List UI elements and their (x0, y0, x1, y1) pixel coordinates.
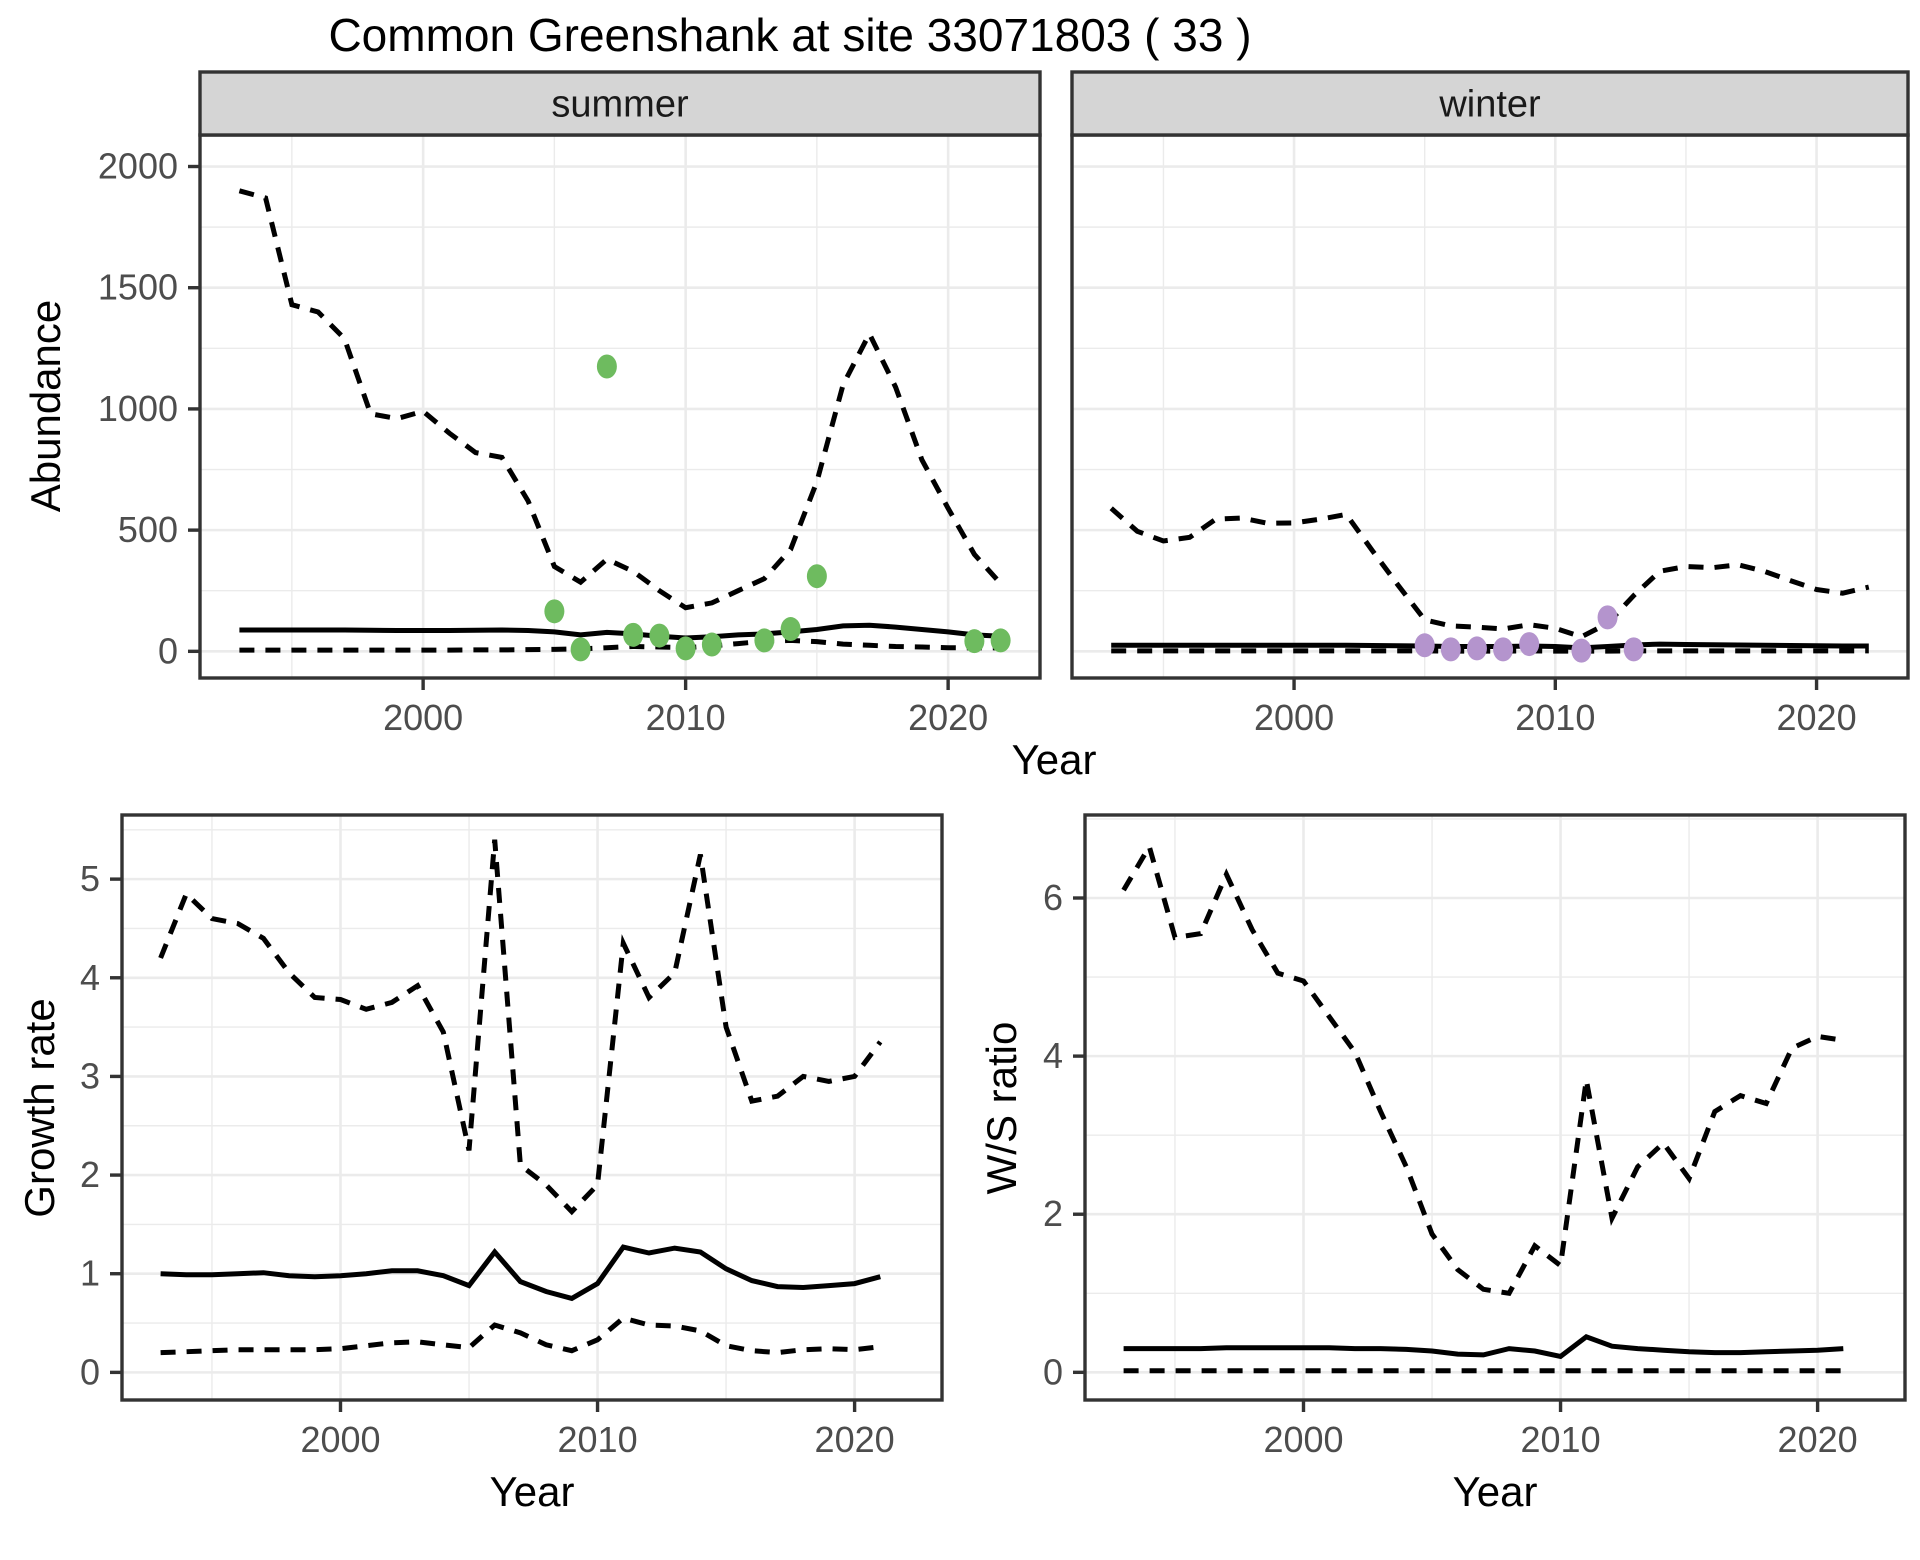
panel-growth-rate: 2000 2010 2020 0 1 2 3 4 5 (80, 813, 944, 1460)
data-point-observed-counts (1414, 633, 1435, 658)
series-mean (239, 622, 1001, 641)
y-tick-label: 5 (80, 858, 100, 899)
y-tick-label: 1000 (98, 388, 178, 429)
y-tick-label: 4 (1043, 1035, 1063, 1076)
y-tick-label: 1500 (98, 267, 178, 308)
data-point-observed-counts (964, 629, 985, 654)
facet-strip-label: summer (551, 84, 689, 126)
series-upper_ci (238, 188, 1003, 611)
data-point-observed-counts (990, 628, 1011, 653)
series-mean (1123, 1333, 1844, 1360)
series-mean (160, 1244, 881, 1302)
panel-abundance-winter: 2000 2010 2020 winter (1070, 70, 1910, 738)
data-point-observed-counts (1466, 636, 1487, 661)
data-point-observed-counts (1623, 637, 1644, 662)
data-point-observed-counts (701, 632, 722, 657)
data-point-observed-counts (1597, 605, 1618, 630)
x-tick-label: 2010 (646, 697, 726, 738)
data-point-observed-counts (675, 636, 696, 661)
series-lower_ci (239, 637, 1001, 653)
facet-strip-label: winter (1438, 84, 1541, 126)
y-tick-label: 0 (158, 630, 178, 671)
x-tick-label: 2000 (1254, 697, 1334, 738)
data-point-observed-counts (1493, 637, 1514, 662)
x-tick-label: 2010 (1521, 1419, 1601, 1460)
y-tick-label: 0 (80, 1351, 100, 1392)
panel-border (120, 813, 944, 1402)
data-point-observed-counts (1519, 632, 1540, 657)
x-tick-label: 2000 (1263, 1419, 1343, 1460)
panel-border (1083, 813, 1907, 1402)
y-tick-label: 2000 (98, 146, 178, 187)
y-tick-label: 0 (1043, 1351, 1063, 1392)
x-axis-title-year-bottom-right: Year (1452, 1468, 1538, 1515)
y-axis-title-growth-rate: Growth rate (16, 998, 63, 1218)
x-axis-title-year-top: Year (1011, 736, 1097, 783)
y-tick-label: 4 (80, 957, 100, 998)
x-tick-label: 2000 (383, 697, 463, 738)
data-point-observed-counts (1571, 638, 1592, 663)
facet-strip (1070, 70, 1910, 137)
data-point-observed-counts (623, 622, 644, 647)
y-tick-label: 2 (80, 1154, 100, 1195)
x-tick-label: 2020 (1778, 1419, 1858, 1460)
y-axis-title-ws-ratio: W/S ratio (978, 1021, 1025, 1195)
y-axis-title-abundance: Abundance (22, 299, 69, 513)
facet-strip (198, 70, 1042, 137)
x-tick-label: 2010 (1515, 697, 1595, 738)
series-upper_ci (158, 839, 883, 1216)
data-point-observed-counts (544, 599, 565, 624)
y-tick-label: 2 (1043, 1193, 1063, 1234)
panel-ws-ratio: 2000 2010 2020 0 2 4 6 (1043, 813, 1907, 1460)
series-mean (1111, 641, 1869, 651)
y-tick-label: 1 (80, 1253, 100, 1294)
data-point-observed-counts (780, 617, 801, 642)
x-tick-label: 2020 (1777, 697, 1857, 738)
series-upper_ci (1121, 840, 1844, 1297)
x-tick-label: 2000 (300, 1419, 380, 1460)
y-tick-label: 500 (118, 509, 178, 550)
x-tick-label: 2010 (558, 1419, 638, 1460)
x-axis-title-year-bottom-left: Year (489, 1468, 575, 1515)
series-upper_ci (1109, 506, 1870, 640)
panel-abundance-summer: 2000 2010 2020 0 500 1000 1500 2000 summer (98, 70, 1042, 738)
y-tick-label: 3 (80, 1055, 100, 1096)
y-tick-label: 6 (1043, 877, 1063, 918)
x-tick-label: 2020 (815, 1419, 895, 1460)
data-point-observed-counts (596, 354, 617, 379)
page-title: Common Greenshank at site 33071803 ( 33 … (328, 9, 1252, 61)
data-point-observed-counts (570, 637, 591, 662)
series-lower_ci (160, 1315, 881, 1356)
x-tick-label: 2020 (908, 697, 988, 738)
data-point-observed-counts (1440, 637, 1461, 662)
data-point-observed-counts (649, 623, 670, 648)
data-point-observed-counts (806, 564, 827, 589)
data-point-observed-counts (754, 628, 775, 653)
